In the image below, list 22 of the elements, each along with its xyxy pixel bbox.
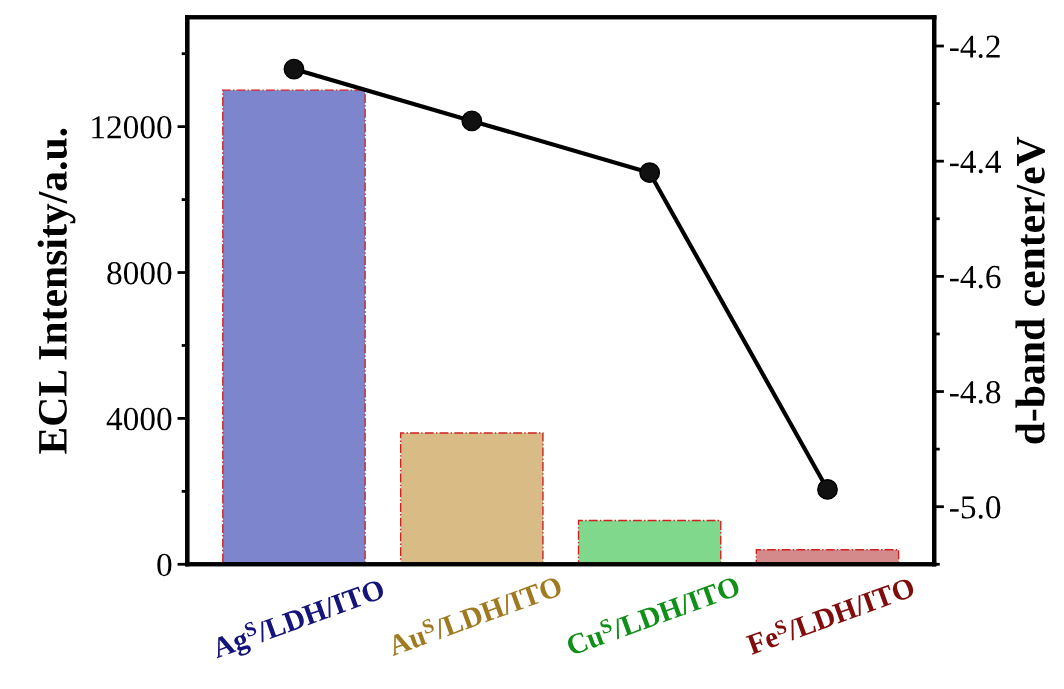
x-tick-label: Fe$^{S}$/LDH/ITO (744, 573, 916, 656)
y-tick-label: 8000 (107, 261, 172, 285)
y2-axis-title: d-band center/eV (1015, 136, 1045, 444)
x-tick-label: Ag$^{S}$/LDH/ITO (209, 575, 388, 665)
point (639, 162, 661, 184)
point (817, 479, 838, 500)
bar (222, 89, 366, 565)
point (461, 110, 483, 132)
y-tick-label: 4000 (106, 407, 172, 431)
bar (399, 432, 544, 565)
point (283, 58, 305, 80)
y2-tick-label: -5.0 (950, 496, 1001, 519)
x-tick-label: Au$^{S}$/LDH/ITO (385, 572, 564, 657)
y2-tick-label: -4.8 (950, 380, 1001, 404)
y2-tick-label: -4.2 (950, 35, 1000, 59)
y2-tick-label: -4.6 (950, 265, 1001, 289)
y2-tick-label: -4.4 (950, 150, 1002, 174)
bar (577, 519, 722, 565)
y-tick-label: 12000 (92, 116, 172, 139)
y-tick-label: 0 (157, 553, 172, 577)
y-axis-title: ECL Intensity/a.u. (37, 128, 76, 454)
x-tick-label: Cu$^{S}$/LDH/ITO (564, 572, 741, 656)
